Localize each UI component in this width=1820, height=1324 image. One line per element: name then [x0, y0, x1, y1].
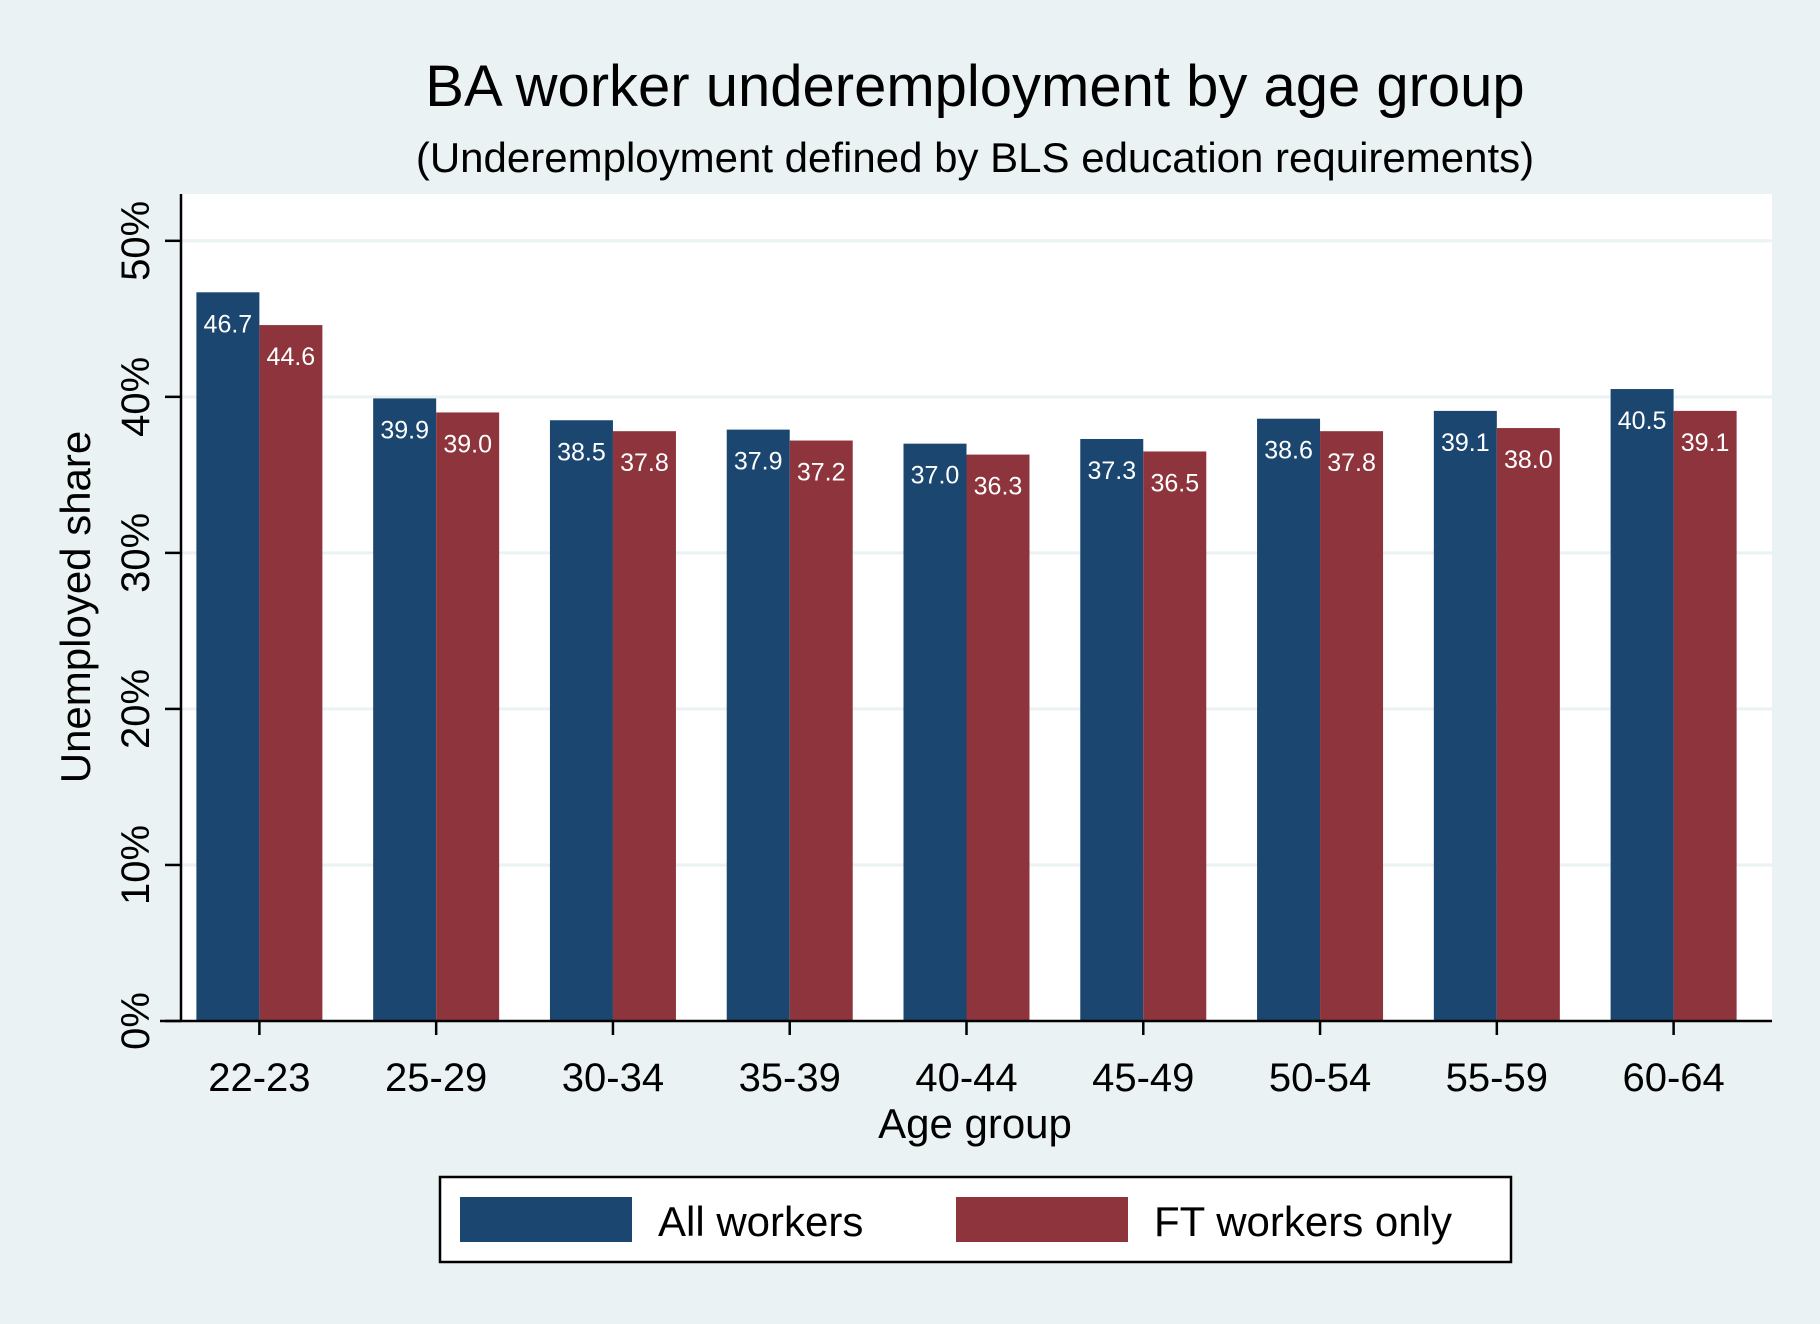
bar-all-workers [726, 429, 790, 1022]
x-tick-label: 40-44 [915, 1056, 1017, 1100]
chart-title: BA worker underemployment by age group [425, 54, 1524, 119]
y-tick-label: 50% [114, 201, 158, 281]
bar-all-workers [1433, 410, 1497, 1021]
bar-value-label: 40.5 [1618, 407, 1667, 435]
bar-value-label: 36.3 [974, 473, 1023, 501]
bar-all-workers [549, 420, 613, 1021]
bar-value-label: 37.3 [1087, 457, 1136, 485]
bar-value-label: 39.1 [1681, 429, 1730, 457]
bar-value-label: 37.9 [734, 448, 783, 476]
bars [196, 292, 1737, 1022]
x-tick-label: 30-34 [562, 1056, 664, 1100]
x-axis-label: Age group [878, 1100, 1072, 1147]
bar-all-workers [903, 443, 967, 1021]
y-tick-label: 40% [114, 357, 158, 437]
bar-value-label: 46.7 [204, 310, 253, 338]
x-tick-label: 50-54 [1269, 1056, 1371, 1100]
bar-all-workers [373, 398, 437, 1021]
legend-label-all-workers: All workers [658, 1198, 863, 1245]
bar-labels: 46.7 44.6 39.9 39.0 38.5 37.8 37.9 37.2 37.0 36.3… [204, 310, 1730, 500]
bar-ft-workers [612, 431, 676, 1021]
bar-all-workers [196, 292, 260, 1021]
x-ticks: 22-23 25-29 30-34 35-39 40-44 45-49 50-54 55-59… [208, 1021, 1725, 1100]
y-tick-label: 0% [114, 992, 158, 1050]
x-tick-label: 60-64 [1622, 1056, 1724, 1100]
bar-value-label: 38.6 [1264, 437, 1313, 465]
bar-ft-workers [1320, 431, 1384, 1021]
bar-value-label: 38.0 [1504, 446, 1553, 474]
bar-value-label: 37.2 [797, 459, 846, 487]
bar-all-workers [1257, 418, 1321, 1021]
bar-ft-workers [1496, 428, 1560, 1021]
y-axis-label: Unemployed share [52, 431, 99, 784]
bar-all-workers [1610, 389, 1674, 1021]
bar-value-label: 39.1 [1441, 429, 1490, 457]
y-tick-label: 30% [114, 513, 158, 593]
x-tick-label: 22-23 [208, 1056, 310, 1100]
y-tick-label: 20% [114, 669, 158, 749]
bar-value-label: 37.8 [620, 449, 669, 477]
y-tick-label: 10% [114, 825, 158, 905]
x-tick-label: 55-59 [1446, 1056, 1548, 1100]
bar-ft-workers [1143, 451, 1207, 1021]
bar-ft-workers [259, 325, 323, 1022]
bar-ft-workers [966, 454, 1030, 1021]
bar-value-label: 39.0 [443, 430, 492, 458]
x-tick-label: 25-29 [385, 1056, 487, 1100]
bar-ft-workers [789, 440, 853, 1021]
bar-value-label: 44.6 [267, 343, 316, 371]
bar-value-label: 39.9 [380, 416, 429, 444]
y-ticks: 0% 10% 20% 30% 40% 50% [114, 201, 181, 1050]
bar-value-label: 37.8 [1327, 449, 1376, 477]
legend-label-ft-workers: FT workers only [1154, 1198, 1452, 1245]
x-tick-label: 35-39 [739, 1056, 841, 1100]
legend-swatch-all-workers [460, 1197, 632, 1242]
legend: All workers FT workers only [438, 1175, 1513, 1264]
bar-value-label: 37.0 [911, 462, 960, 490]
x-tick-label: 45-49 [1092, 1056, 1194, 1100]
bar-value-label: 36.5 [1150, 469, 1199, 497]
bar-all-workers [1080, 438, 1144, 1021]
legend-swatch-ft-workers [956, 1197, 1128, 1242]
chart-subtitle: (Underemployment defined by BLS educatio… [416, 134, 1534, 181]
bar-ft-workers [1673, 410, 1737, 1021]
bar-ft-workers [436, 412, 500, 1021]
bar-value-label: 38.5 [557, 438, 606, 466]
